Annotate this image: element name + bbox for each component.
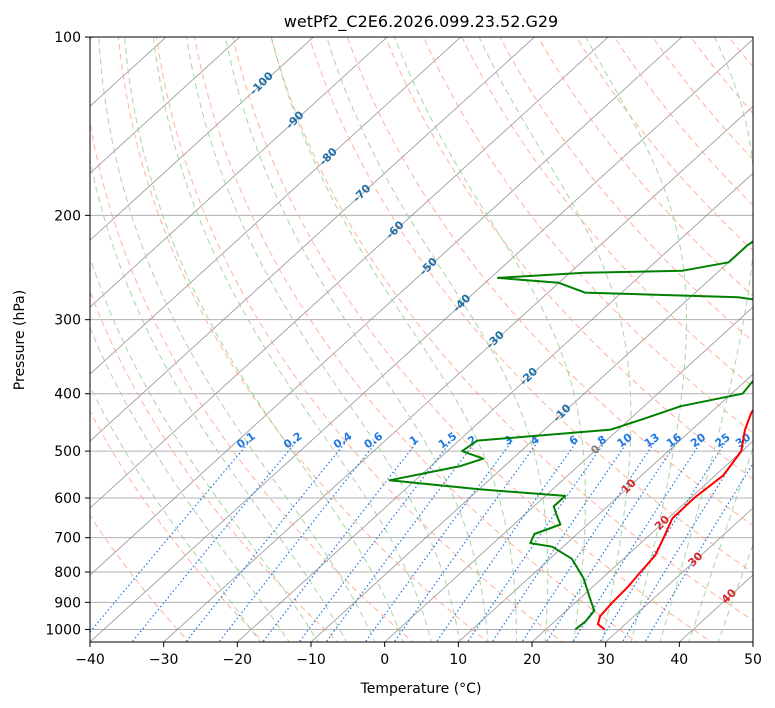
- moist-adiabat-line: [270, 37, 517, 642]
- y-axis-ticks: 100 200 300 400 500 600 700 800 900 1000: [45, 30, 90, 638]
- mixing-ratio-line: [185, 440, 348, 642]
- moist-adiabat-line: [153, 37, 432, 642]
- isotherm-line: [531, 440, 753, 642]
- x-tick-label: 20: [523, 652, 541, 668]
- moist-adiabat-line: [90, 385, 261, 642]
- mixing-ratio-line: [90, 440, 251, 634]
- isotherm-line: [90, 37, 315, 241]
- moist-adiabat-line: [659, 37, 753, 642]
- y-tick-label: 600: [54, 491, 81, 507]
- moist-adiabat-line: [688, 446, 753, 642]
- mixing-ratio-line: [393, 440, 540, 642]
- y-tick-label: 900: [54, 595, 81, 611]
- isotherm-line: [310, 239, 753, 642]
- y-axis-title: Pressure (hPa): [12, 290, 28, 390]
- y-tick-label: 100: [54, 30, 81, 46]
- y-tick-label: 300: [54, 313, 81, 329]
- y-tick-label: 700: [54, 531, 81, 547]
- dry-adiabat-line: [90, 410, 265, 642]
- x-tick-label: 0: [380, 652, 389, 668]
- isotherm-line: [90, 37, 388, 308]
- dewpoint-profile-line: [388, 240, 753, 631]
- mixing-ratio-line: [491, 440, 629, 642]
- x-tick-label: −10: [296, 652, 326, 668]
- moist-adiabat-line: [717, 543, 753, 642]
- mixing-ratio-line: [621, 440, 748, 642]
- dry-adiabat-line: [308, 37, 753, 574]
- mixing-ratio-line: [298, 440, 453, 642]
- isotherm-line: [90, 37, 609, 509]
- mixing-ratio-line: [364, 440, 513, 642]
- dry-adiabat-line: [194, 37, 638, 642]
- moist-adiabat-line: [585, 37, 687, 642]
- mixing-ratio-line: [644, 462, 753, 642]
- mixing-ratio-line: [545, 440, 679, 642]
- y-tick-label: 500: [54, 444, 81, 460]
- moist-adiabat-line: [98, 37, 376, 642]
- mixing-ratio-line: [218, 440, 379, 642]
- isotherm-line: [383, 306, 753, 642]
- moist-adiabat-line: [478, 37, 632, 642]
- temperature-profile-line: [596, 408, 753, 631]
- dry-adiabat-line: [270, 37, 753, 622]
- profile-lines: [388, 240, 753, 631]
- x-tick-label: −40: [75, 652, 105, 668]
- y-tick-label: 200: [54, 208, 81, 224]
- moist-adiabat-line: [394, 37, 586, 642]
- dry-adiabat-line: [346, 37, 753, 527]
- isotherm-line: [236, 172, 753, 642]
- x-tick-label: 30: [597, 652, 615, 668]
- mixing-ratio-line: [262, 440, 419, 642]
- y-tick-label: 400: [54, 387, 81, 403]
- mixing-ratio-line: [521, 440, 657, 642]
- dry-adiabat-line: [90, 290, 339, 642]
- moist-adiabat-line: [90, 326, 290, 642]
- x-tick-label: 40: [670, 652, 688, 668]
- x-tick-label: −30: [149, 652, 179, 668]
- isotherm-line: [162, 105, 753, 642]
- x-tick-label: −20: [223, 652, 253, 668]
- plot-frame: [89, 36, 754, 643]
- x-tick-label: 50: [744, 652, 762, 668]
- moist-adiabat-line: [90, 255, 319, 642]
- y-tick-label: 800: [54, 565, 81, 581]
- dry-adiabat-line: [232, 37, 713, 642]
- chart-title: wetPf2_C2E6.2026.099.23.52.G29: [284, 12, 558, 32]
- x-axis-ticks: −40 −30 −20 −10 0 10 20 30 40 50: [75, 642, 762, 668]
- moist-adiabat-line: [90, 157, 347, 642]
- x-tick-label: 10: [449, 652, 467, 668]
- x-axis-title: Temperature (°C): [360, 681, 482, 697]
- isotherm-line: [90, 38, 753, 642]
- y-tick-label: 1000: [45, 622, 81, 638]
- isotherm-line: [90, 37, 241, 174]
- moist-adiabat-line: [186, 37, 461, 642]
- dry-adiabat-line: [117, 37, 489, 642]
- isotherm-line: [604, 507, 753, 642]
- moist-adiabat-line: [124, 37, 404, 642]
- background-lines: [90, 37, 753, 642]
- moist-adiabat-line: [224, 37, 489, 642]
- dry-adiabat-line: [90, 119, 414, 642]
- moist-adiabat-line: [326, 37, 549, 642]
- isotherm-line: [457, 373, 753, 642]
